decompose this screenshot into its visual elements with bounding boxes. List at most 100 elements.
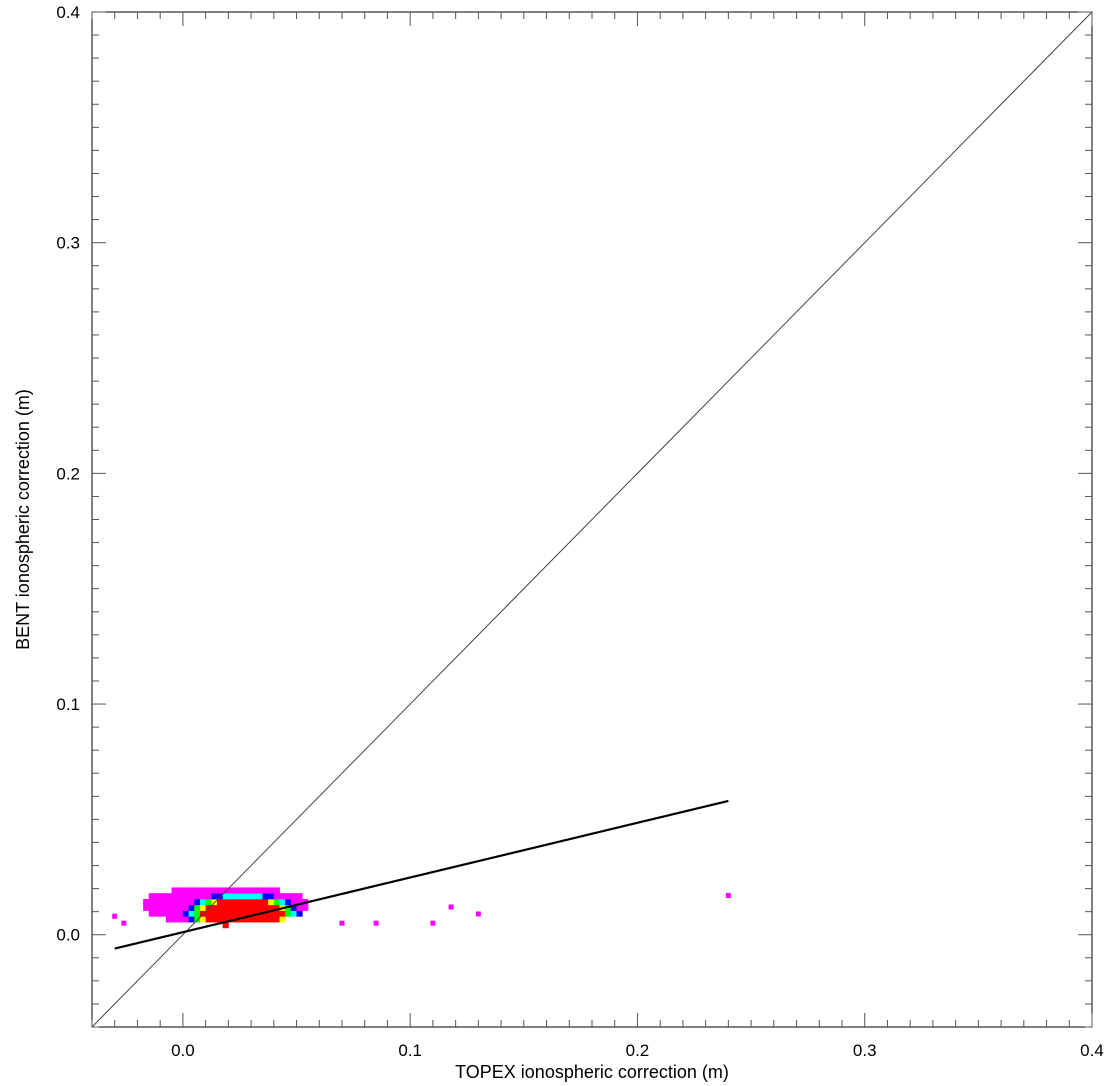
heatmap-cell [257, 893, 263, 899]
heatmap-cell [166, 899, 172, 905]
heatmap-cell [143, 905, 149, 911]
heatmap-cell [228, 899, 234, 905]
heatmap-cell [280, 893, 286, 899]
heatmap-cell [257, 887, 263, 893]
heatmap-cell [172, 893, 178, 899]
x-axis-label: TOPEX ionospheric correction (m) [455, 1062, 729, 1082]
heatmap-cell [200, 887, 206, 893]
heatmap-cell [211, 887, 217, 893]
heatmap-cell [189, 893, 195, 899]
outlier-point [726, 893, 731, 898]
heatmap-cell [262, 899, 268, 905]
outlier-point [449, 905, 454, 910]
heatmap-cell [251, 899, 257, 905]
heatmap-cell [183, 905, 189, 911]
heatmap-cell [240, 911, 246, 917]
heatmap-cell [206, 905, 212, 911]
heatmap-cell [217, 893, 223, 899]
heatmap-cell [194, 887, 200, 893]
heatmap-cell [228, 893, 234, 899]
one-to-one-line [92, 12, 1092, 1027]
y-tick-label: 0.0 [56, 926, 80, 945]
heatmap-cell [206, 916, 212, 922]
heatmap-cell [183, 893, 189, 899]
heatmap-cell [172, 911, 178, 917]
heatmap-cell [274, 893, 280, 899]
heatmap-cell [217, 916, 223, 922]
x-tick-label: 0.2 [626, 1041, 650, 1060]
heatmap-cell [206, 887, 212, 893]
heatmap-cell [234, 905, 240, 911]
heatmap-cell [228, 905, 234, 911]
regression-line [115, 801, 729, 949]
heatmap-cell [262, 916, 268, 922]
heatmap-cell [245, 887, 251, 893]
heatmap-cell [262, 887, 268, 893]
heatmap-cell [297, 911, 303, 917]
heatmap-cell [189, 916, 195, 922]
x-tick-labels: 0.0 0.1 0.2 0.3 0.4 [171, 1041, 1104, 1060]
heatmap-cell [274, 899, 280, 905]
outlier-point [476, 911, 481, 916]
outlier-point [340, 921, 345, 926]
heatmap-cell [194, 899, 200, 905]
heatmap-cell [228, 911, 234, 917]
series-lines [92, 12, 1092, 1027]
outlier-point [112, 914, 117, 919]
heatmap-cell [240, 899, 246, 905]
y-tick-label: 0.1 [56, 695, 80, 714]
heatmap-cell [194, 916, 200, 922]
heatmap-cell [206, 899, 212, 905]
heatmap-cell [223, 887, 229, 893]
heatmap-cell [172, 887, 178, 893]
heatmap-cell [166, 916, 172, 922]
x-tick-label: 0.1 [398, 1041, 422, 1060]
heatmap-cell [177, 887, 183, 893]
heatmap-cell [285, 899, 291, 905]
heatmap-cell [160, 911, 166, 917]
heatmap-cell [200, 911, 206, 917]
heatmap-cell [211, 911, 217, 917]
heatmap-cell [268, 893, 274, 899]
heatmap-cell [257, 905, 263, 911]
heatmap-cell [206, 893, 212, 899]
heatmap-cell [155, 905, 161, 911]
heatmap-cell [143, 899, 149, 905]
heatmap-cell [155, 899, 161, 905]
heatmap-cell [177, 893, 183, 899]
heatmap-cell [166, 905, 172, 911]
heatmap-cell [274, 887, 280, 893]
heatmap-cell [149, 899, 155, 905]
x-tick-label: 0.3 [853, 1041, 877, 1060]
heatmap-cell [234, 911, 240, 917]
heatmap-cell [240, 905, 246, 911]
y-axis-label: BENT ionospheric correction (m) [13, 389, 33, 650]
heatmap-cell [211, 893, 217, 899]
heatmap-cell [200, 899, 206, 905]
heatmap-cell [177, 905, 183, 911]
heatmap-cell [172, 905, 178, 911]
heatmap-cell [251, 916, 257, 922]
heatmap-cell [211, 899, 217, 905]
heatmap-cell [183, 887, 189, 893]
heatmap-cell [234, 899, 240, 905]
heatmap-cell [234, 887, 240, 893]
heatmap-cell [245, 893, 251, 899]
heatmap-cell [217, 911, 223, 917]
heatmap-cell [149, 911, 155, 917]
heatmap-cell [172, 899, 178, 905]
y-tick-labels: 0.00.10.20.30.4 [56, 3, 80, 945]
outlier-point [121, 921, 126, 926]
heatmap-cell [234, 893, 240, 899]
heatmap-cell [217, 905, 223, 911]
y-tick-label: 0.2 [56, 464, 80, 483]
heatmap-cell [194, 893, 200, 899]
heatmap-cell [285, 911, 291, 917]
heatmap-cell [251, 893, 257, 899]
heatmap-cell [223, 911, 229, 917]
heatmap-cell [251, 905, 257, 911]
heatmap-cell [291, 911, 297, 917]
heatmap-cell [217, 887, 223, 893]
heatmap-cell [183, 911, 189, 917]
